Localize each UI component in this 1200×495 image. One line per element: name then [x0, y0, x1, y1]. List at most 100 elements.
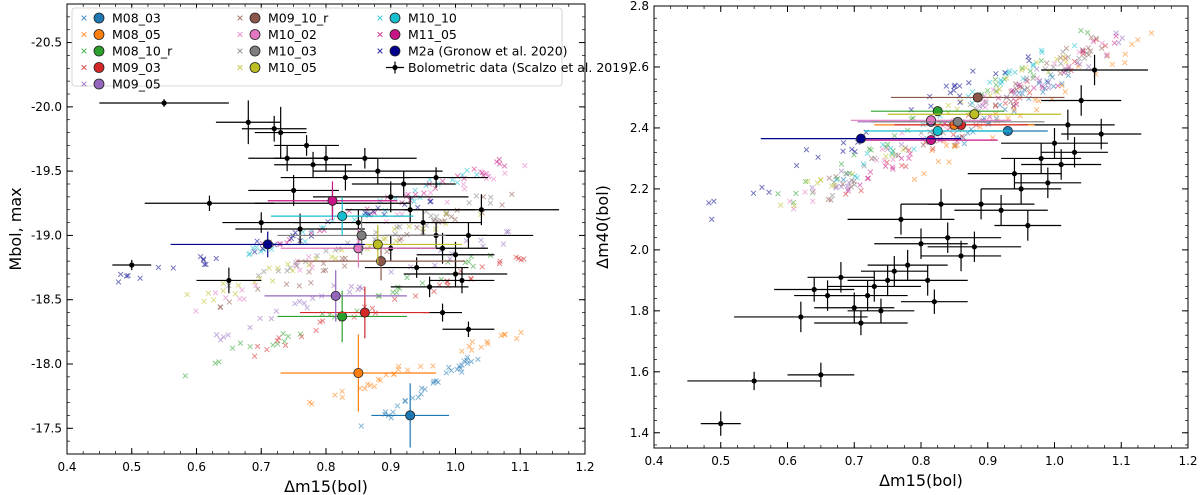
legend-item: M08_05 — [81, 27, 161, 42]
model-cloud-M08_05 — [911, 30, 1155, 183]
model-cross — [1039, 84, 1046, 91]
observation-point — [313, 148, 417, 169]
model-cross — [125, 272, 131, 279]
legend-label: M10_02 — [268, 27, 317, 42]
model-mean-dot — [353, 243, 364, 254]
observation-point — [900, 289, 968, 314]
model-cross — [266, 265, 272, 271]
model-cross — [793, 162, 800, 169]
model-cross — [992, 76, 999, 83]
model-cross — [994, 89, 1000, 95]
model-cross — [858, 187, 864, 194]
legend-marker — [93, 62, 105, 73]
model-cross — [258, 248, 264, 255]
model-cross — [313, 327, 319, 334]
model-cross — [935, 158, 942, 165]
model-cross — [1054, 56, 1060, 62]
obs-dot — [891, 268, 897, 274]
legend-item: M10_02 — [237, 27, 317, 42]
model-cross — [427, 190, 434, 196]
obs-dot — [958, 253, 964, 259]
y-tick-label: -18.0 — [31, 357, 62, 371]
model-cross — [1010, 103, 1017, 109]
model-cross — [793, 190, 799, 197]
model-cross — [1135, 37, 1141, 43]
model-cross — [417, 363, 424, 370]
model-cross — [810, 188, 817, 194]
observation-point — [1061, 118, 1142, 150]
model-cross — [351, 217, 358, 223]
legend-label: M09_10_r — [268, 11, 329, 26]
model-cross — [485, 173, 492, 180]
model-cross — [906, 147, 912, 153]
obs-dot — [1058, 161, 1064, 168]
model-cloud-M10_05 — [184, 210, 484, 305]
model-cross — [996, 86, 1003, 92]
model-cross — [928, 103, 934, 109]
model-cloud-M09_10_r — [825, 34, 1105, 203]
model-cross — [369, 305, 376, 312]
model-mean-dot — [952, 116, 963, 127]
obs-dot — [1045, 180, 1051, 186]
obs-dot — [1078, 97, 1084, 104]
model-cross — [1011, 108, 1017, 114]
model-cross — [461, 175, 467, 182]
model-cross — [1109, 61, 1116, 68]
model-cross — [391, 296, 398, 303]
model-cross — [884, 159, 890, 166]
model-cross — [711, 198, 717, 205]
model-cloud-M09_05 — [213, 228, 512, 343]
model-cross — [766, 189, 772, 196]
model-cross — [1013, 86, 1020, 93]
model-cross — [1024, 85, 1031, 91]
model-cross — [706, 200, 712, 206]
model-cross — [283, 281, 290, 288]
model-cross — [970, 129, 976, 135]
model-mean-dot — [337, 211, 348, 222]
model-cross — [787, 198, 793, 205]
observation-point — [1001, 127, 1108, 159]
model-cross — [297, 267, 303, 273]
model-cross — [522, 162, 528, 169]
model-cross — [777, 202, 784, 209]
model-mean-dot — [327, 195, 338, 206]
model-cross — [1009, 88, 1015, 94]
y-tick-label: 2.0 — [630, 243, 649, 257]
model-cross — [332, 255, 339, 262]
model-cross — [355, 286, 361, 293]
model-cross — [182, 373, 189, 379]
legend-cross — [81, 31, 87, 38]
observation-point — [1041, 137, 1108, 168]
model-cross — [402, 398, 409, 405]
model-cross — [239, 287, 245, 293]
obs-dot — [1071, 149, 1078, 155]
model-cross — [840, 176, 847, 183]
model-cross — [200, 257, 207, 263]
model-cross — [844, 171, 850, 177]
model-cross — [414, 224, 420, 231]
observation-point — [1041, 54, 1148, 86]
model-cross — [1030, 63, 1036, 69]
y-tick-label: 1.8 — [630, 304, 649, 318]
model-mean-dot — [353, 367, 364, 378]
model-cross — [1084, 29, 1091, 36]
axes-frame — [653, 5, 1189, 449]
model-cross — [832, 182, 838, 188]
model-cross — [513, 335, 520, 342]
obs-dot — [362, 155, 368, 161]
model-cross — [1065, 72, 1072, 79]
model-cross — [478, 237, 484, 243]
obs-dot — [310, 162, 316, 168]
legend-cross — [237, 48, 243, 54]
model-cross — [826, 175, 833, 181]
model-cross — [505, 228, 512, 235]
model-cross — [790, 199, 797, 206]
x-tick-label: 0.5 — [122, 460, 141, 474]
model-cross — [477, 211, 484, 218]
model-cross — [485, 340, 491, 347]
model-cross — [241, 296, 247, 302]
legend-item: M08_10_r — [81, 44, 173, 59]
model-cross — [448, 213, 455, 220]
model-cross — [809, 184, 815, 191]
model-cross — [292, 229, 299, 236]
